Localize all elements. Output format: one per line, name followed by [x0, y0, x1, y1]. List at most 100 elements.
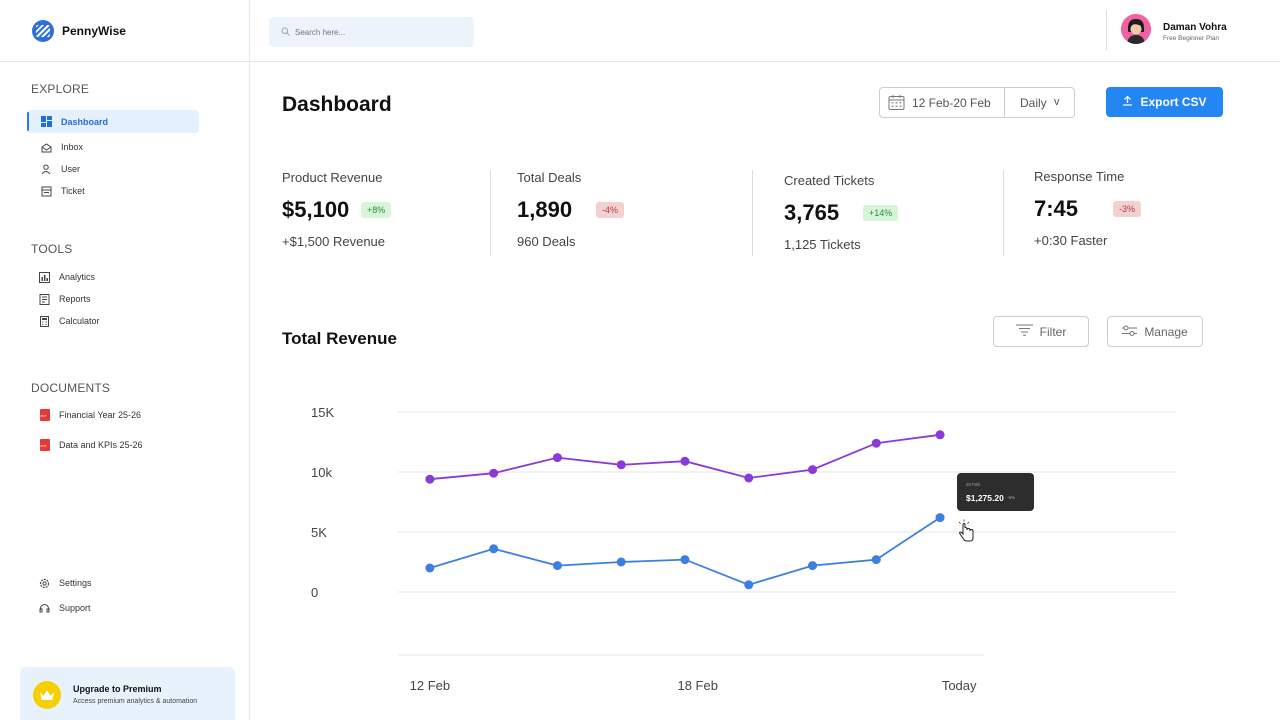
sidebar-item-label: Settings [59, 578, 92, 588]
data-point[interactable] [935, 513, 945, 523]
document-data-kpis[interactable]: Data and KPIs 25-26 [25, 434, 197, 456]
kpi-label: Total Deals [517, 170, 582, 185]
section-title-explore: EXPLORE [31, 82, 90, 96]
page-title: Dashboard [282, 93, 392, 116]
kpi-label: Created Tickets [784, 173, 875, 188]
sidebar-item-settings[interactable]: Settings [25, 572, 197, 594]
sidebar-item-dashboard[interactable]: Dashboard [27, 110, 199, 133]
series-line-1 [429, 516, 941, 586]
calculator-icon [39, 315, 50, 327]
x-tick-label: 18 Feb [677, 678, 717, 693]
chart-tooltip: 20 Feb $1,275.20 -6% [957, 473, 1034, 511]
date-range-divider [1004, 88, 1005, 117]
kpi-change-badge: -3% [1113, 201, 1142, 217]
y-tick-label: 5K [311, 525, 327, 540]
data-point[interactable] [871, 555, 881, 565]
manage-button[interactable]: Manage [1107, 316, 1203, 347]
data-point[interactable] [616, 460, 626, 470]
kpi-change-badge: +14% [863, 205, 899, 221]
data-point[interactable] [616, 557, 626, 567]
ticket-icon [41, 186, 52, 197]
upload-icon [1122, 95, 1133, 109]
data-point[interactable] [489, 544, 499, 554]
topbar: Daman Vohra Free Beginner Plan [250, 0, 1280, 62]
user-icon [41, 164, 52, 175]
sidebar: PennyWise EXPLORE Dashboard Inbox User [0, 0, 250, 720]
sidebar-item-label: Support [59, 603, 91, 613]
data-point[interactable] [425, 474, 435, 484]
data-point[interactable] [425, 563, 435, 573]
sidebar-item-user[interactable]: User [27, 158, 199, 180]
data-point[interactable] [744, 580, 754, 590]
manage-label: Manage [1144, 324, 1188, 339]
tooltip-value: $1,275.20 [966, 493, 1004, 503]
sidebar-item-inbox[interactable]: Inbox [27, 136, 199, 158]
tooltip-change: -6% [1007, 495, 1016, 500]
avatar[interactable] [1121, 14, 1151, 44]
pennywise-logo-icon [32, 20, 54, 42]
y-tick-label: 15K [311, 405, 334, 420]
kpi-value: 7:45 [1034, 196, 1079, 221]
sidebar-item-label: Ticket [61, 186, 85, 196]
premium-subtitle: Access premium analytics & automation [73, 698, 198, 705]
user-plan: Free Beginner Plan [1163, 35, 1220, 42]
data-point[interactable] [552, 561, 562, 571]
sidebar-item-label: Reports [59, 294, 91, 304]
data-point[interactable] [808, 561, 818, 571]
data-point[interactable] [808, 465, 818, 475]
sidebar-item-support[interactable]: Support [25, 597, 197, 619]
data-point[interactable] [552, 453, 562, 463]
data-point[interactable] [744, 473, 754, 483]
kpi-label: Response Time [1034, 169, 1125, 184]
export-csv-button[interactable]: Export CSV [1106, 87, 1223, 117]
kpi-value: 1,890 [517, 197, 573, 222]
kpi-divider [752, 170, 753, 256]
data-point[interactable] [680, 555, 690, 565]
pdf-icon [39, 439, 50, 451]
document-label: Data and KPIs 25-26 [59, 440, 143, 450]
x-tick-label: Today [942, 678, 977, 693]
document-financial-year[interactable]: Financial Year 25-26 [25, 404, 197, 426]
y-tick-label: 0 [311, 585, 318, 600]
crown-icon [33, 681, 61, 709]
section-title-tools: TOOLS [31, 242, 73, 256]
chart-title: Total Revenue [282, 329, 397, 348]
kpi-subtext: 1,125 Tickets [784, 237, 861, 252]
upgrade-premium-card[interactable]: Upgrade to Premium Access premium analyt… [20, 667, 235, 720]
kpi-divider [490, 170, 491, 256]
sidebar-item-analytics[interactable]: Analytics [25, 266, 197, 288]
kpi-change-badge: +8% [361, 202, 392, 218]
filter-button[interactable]: Filter [993, 316, 1089, 347]
search-input[interactable] [295, 27, 465, 37]
pdf-icon [39, 409, 50, 421]
date-range-picker[interactable]: 12 Feb-20 Feb Daily v [879, 87, 1075, 118]
data-point[interactable] [935, 430, 945, 440]
dashboard-icon [41, 116, 52, 127]
headset-icon [39, 603, 50, 614]
chevron-down-icon[interactable]: v [1054, 96, 1060, 108]
sidebar-item-reports[interactable]: Reports [25, 288, 197, 310]
kpi-subtext: +0:30 Faster [1034, 233, 1108, 248]
period-select[interactable]: Daily [1020, 96, 1047, 110]
search-box[interactable] [269, 17, 474, 47]
data-point[interactable] [489, 468, 499, 478]
kpi-change-badge: -4% [596, 202, 625, 218]
filter-label: Filter [1039, 324, 1067, 339]
search-icon [281, 23, 290, 41]
kpi-value: $5,100 [282, 197, 350, 222]
explore-nav: Dashboard Inbox User Ticket [27, 110, 199, 202]
sidebar-item-calculator[interactable]: Calculator [25, 310, 197, 332]
hand-cursor-icon [957, 519, 975, 548]
bottom-nav: Settings Support [25, 572, 197, 619]
gear-icon [39, 578, 50, 589]
premium-title: Upgrade to Premium [73, 684, 162, 694]
brand[interactable]: PennyWise [32, 20, 126, 42]
data-point[interactable] [680, 456, 690, 466]
sidebar-item-ticket[interactable]: Ticket [27, 180, 199, 202]
total-revenue-chart: 15K 10k 5K 0 12 Feb 18 Feb Today [311, 405, 1176, 693]
analytics-icon [39, 271, 50, 283]
sidebar-divider [0, 61, 250, 62]
user-name: Daman Vohra [1163, 22, 1227, 33]
sidebar-item-label: Analytics [59, 272, 96, 282]
data-point[interactable] [871, 438, 881, 448]
